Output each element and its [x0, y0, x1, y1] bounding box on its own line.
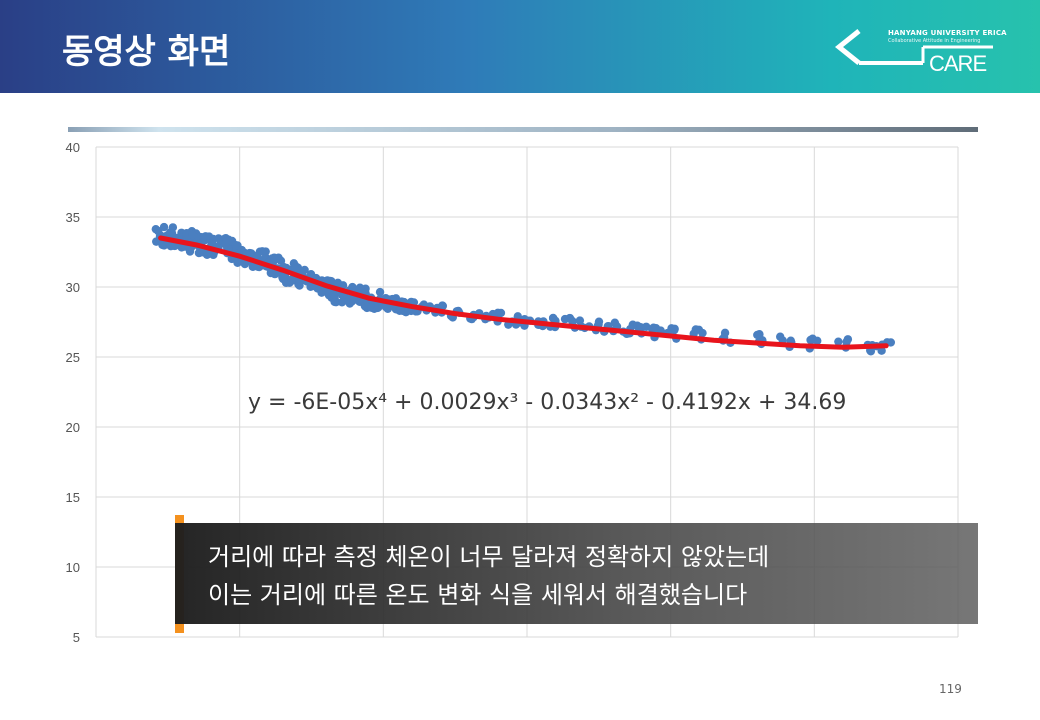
data-point [159, 222, 169, 232]
data-points [151, 222, 896, 356]
data-point [325, 276, 335, 286]
care-logo: HANYANG UNIVERSITY ERICA Collaborative A… [833, 25, 1007, 77]
y-tick-labels: 40 35 30 25 20 15 10 5 [66, 140, 80, 645]
data-point [669, 326, 679, 335]
logo-chevron-icon [834, 29, 993, 65]
data-point [886, 338, 896, 347]
data-point [167, 229, 177, 238]
data-point [776, 332, 785, 341]
logo-tagline: Collaborative Attitude in Engineering [888, 38, 981, 44]
data-point [349, 296, 358, 305]
data-point [877, 346, 886, 355]
logo-university: HANYANG UNIVERSITY ERICA [888, 29, 1007, 37]
y-tick-label: 35 [66, 210, 80, 225]
data-point [375, 287, 385, 297]
data-point [258, 247, 267, 256]
page-number: 119 [939, 682, 962, 696]
caption-line-1: 거리에 따라 측정 체온이 너무 달라져 정확하지 않았는데 [208, 543, 770, 571]
trendline-equation: y = -6E-05x⁴ + 0.0029x³ - 0.0343x² - 0.4… [248, 390, 846, 415]
y-tick-label: 10 [66, 560, 80, 575]
video-caption: 거리에 따라 측정 체온이 너무 달라져 정확하지 않았는데 이는 거리에 따른… [175, 523, 978, 624]
data-point [337, 298, 347, 307]
data-point [567, 316, 577, 326]
data-point [381, 302, 391, 312]
y-tick-label: 40 [66, 140, 80, 155]
data-point [753, 330, 762, 340]
data-point [560, 314, 570, 324]
data-point [330, 297, 339, 307]
data-point [866, 347, 876, 356]
logo-brand: CARE [929, 51, 987, 76]
data-point [548, 313, 558, 323]
data-point [691, 325, 701, 334]
data-point [333, 278, 343, 288]
y-tick-label: 5 [73, 630, 80, 645]
data-point [360, 301, 370, 311]
data-point [651, 324, 661, 333]
data-point [698, 328, 707, 338]
data-point [348, 282, 357, 292]
trendline [158, 235, 889, 350]
data-point [153, 226, 163, 236]
data-point [496, 308, 506, 318]
y-tick-label: 30 [66, 280, 80, 295]
data-point [240, 259, 250, 269]
data-point [808, 334, 817, 343]
y-tick-label: 15 [66, 490, 80, 505]
data-point [367, 303, 376, 312]
video-top-edge [68, 127, 978, 132]
data-point [834, 337, 843, 346]
slide-header: 동영상 화면 HANYANG UNIVERSITY ERICA Collabor… [0, 0, 1040, 93]
data-point [166, 242, 176, 251]
slide-title: 동영상 화면 [62, 32, 231, 72]
y-tick-label: 20 [66, 420, 80, 435]
y-tick-label: 25 [66, 350, 80, 365]
caption-line-2: 이는 거리에 따른 온도 변화 식을 세워서 해결했습니다 [208, 581, 748, 609]
data-point [188, 230, 197, 240]
data-point [843, 335, 853, 344]
